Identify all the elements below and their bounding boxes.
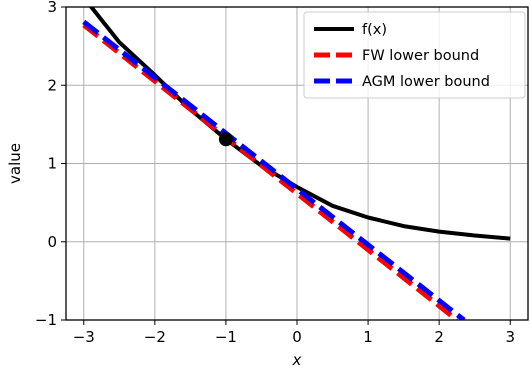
series-layer (82, 7, 511, 320)
x-axis-label: x (292, 351, 302, 369)
x-tick-label: 3 (505, 328, 515, 346)
y-tick-label: 0 (47, 233, 57, 251)
y-tick-label: 1 (47, 155, 57, 173)
legend: f(x) FW lower bound AGM lower bound (303, 11, 526, 99)
x-tick-label: −3 (73, 328, 95, 346)
point-layer (218, 132, 233, 147)
tangent-point (218, 132, 233, 147)
legend-label-fw: FW lower bound (362, 48, 479, 64)
ticks-layer: −3 −2 −1 0 1 2 3 −1 0 1 2 3 (35, 0, 515, 346)
legend-label-agm: AGM lower bound (362, 74, 490, 90)
y-axis-label: value (6, 143, 24, 184)
x-tick-label: −2 (144, 328, 166, 346)
x-tick-label: 2 (434, 328, 444, 346)
y-tick-label: 3 (47, 0, 57, 16)
legend-box (303, 11, 526, 99)
series-line-1 (82, 23, 459, 320)
x-tick-label: −1 (215, 328, 237, 346)
y-tick-label: −1 (35, 311, 57, 329)
x-tick-label: 0 (292, 328, 302, 346)
x-tick-label: 1 (363, 328, 373, 346)
y-tick-label: 2 (47, 76, 57, 94)
series-line-2 (82, 19, 466, 320)
legend-label-fx: f(x) (362, 22, 387, 38)
